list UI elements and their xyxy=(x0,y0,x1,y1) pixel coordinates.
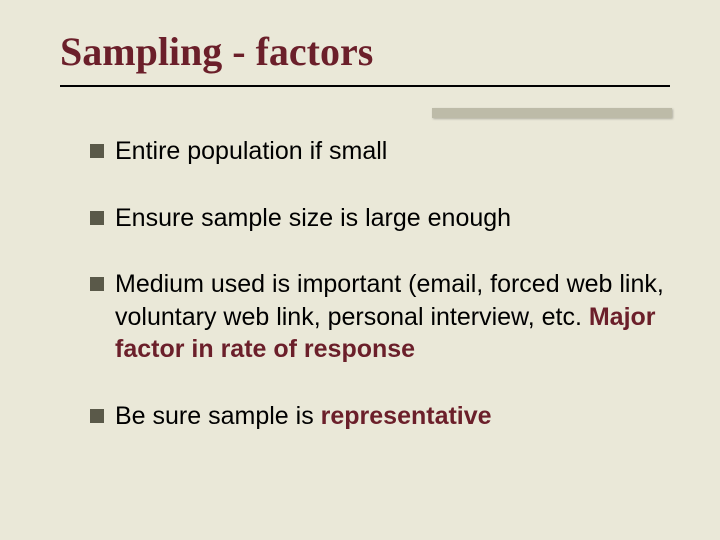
list-item: Medium used is important (email, forced … xyxy=(90,268,670,366)
bullet-emphasis: representative xyxy=(321,402,492,430)
bullet-icon xyxy=(90,409,104,423)
bullet-text: Be sure sample is representative xyxy=(115,400,670,433)
slide-title: Sampling - factors xyxy=(60,28,670,75)
title-underline xyxy=(60,85,670,87)
bullet-text: Ensure sample size is large enough xyxy=(115,202,670,235)
title-block: Sampling - factors xyxy=(60,28,670,87)
bullet-text: Medium used is important (email, forced … xyxy=(115,268,670,366)
bullet-icon xyxy=(90,144,104,158)
list-item: Entire population if small xyxy=(90,135,670,168)
bullet-icon xyxy=(90,277,104,291)
accent-bar xyxy=(432,108,672,118)
bullet-prefix: Medium used is important (email, forced … xyxy=(115,270,664,331)
list-item: Ensure sample size is large enough xyxy=(90,202,670,235)
bullet-prefix: Be sure sample is xyxy=(115,402,321,430)
bullet-list: Entire population if small Ensure sample… xyxy=(60,135,670,432)
bullet-icon xyxy=(90,211,104,225)
slide: Sampling - factors Entire population if … xyxy=(0,0,720,540)
bullet-text: Entire population if small xyxy=(115,135,670,168)
list-item: Be sure sample is representative xyxy=(90,400,670,433)
